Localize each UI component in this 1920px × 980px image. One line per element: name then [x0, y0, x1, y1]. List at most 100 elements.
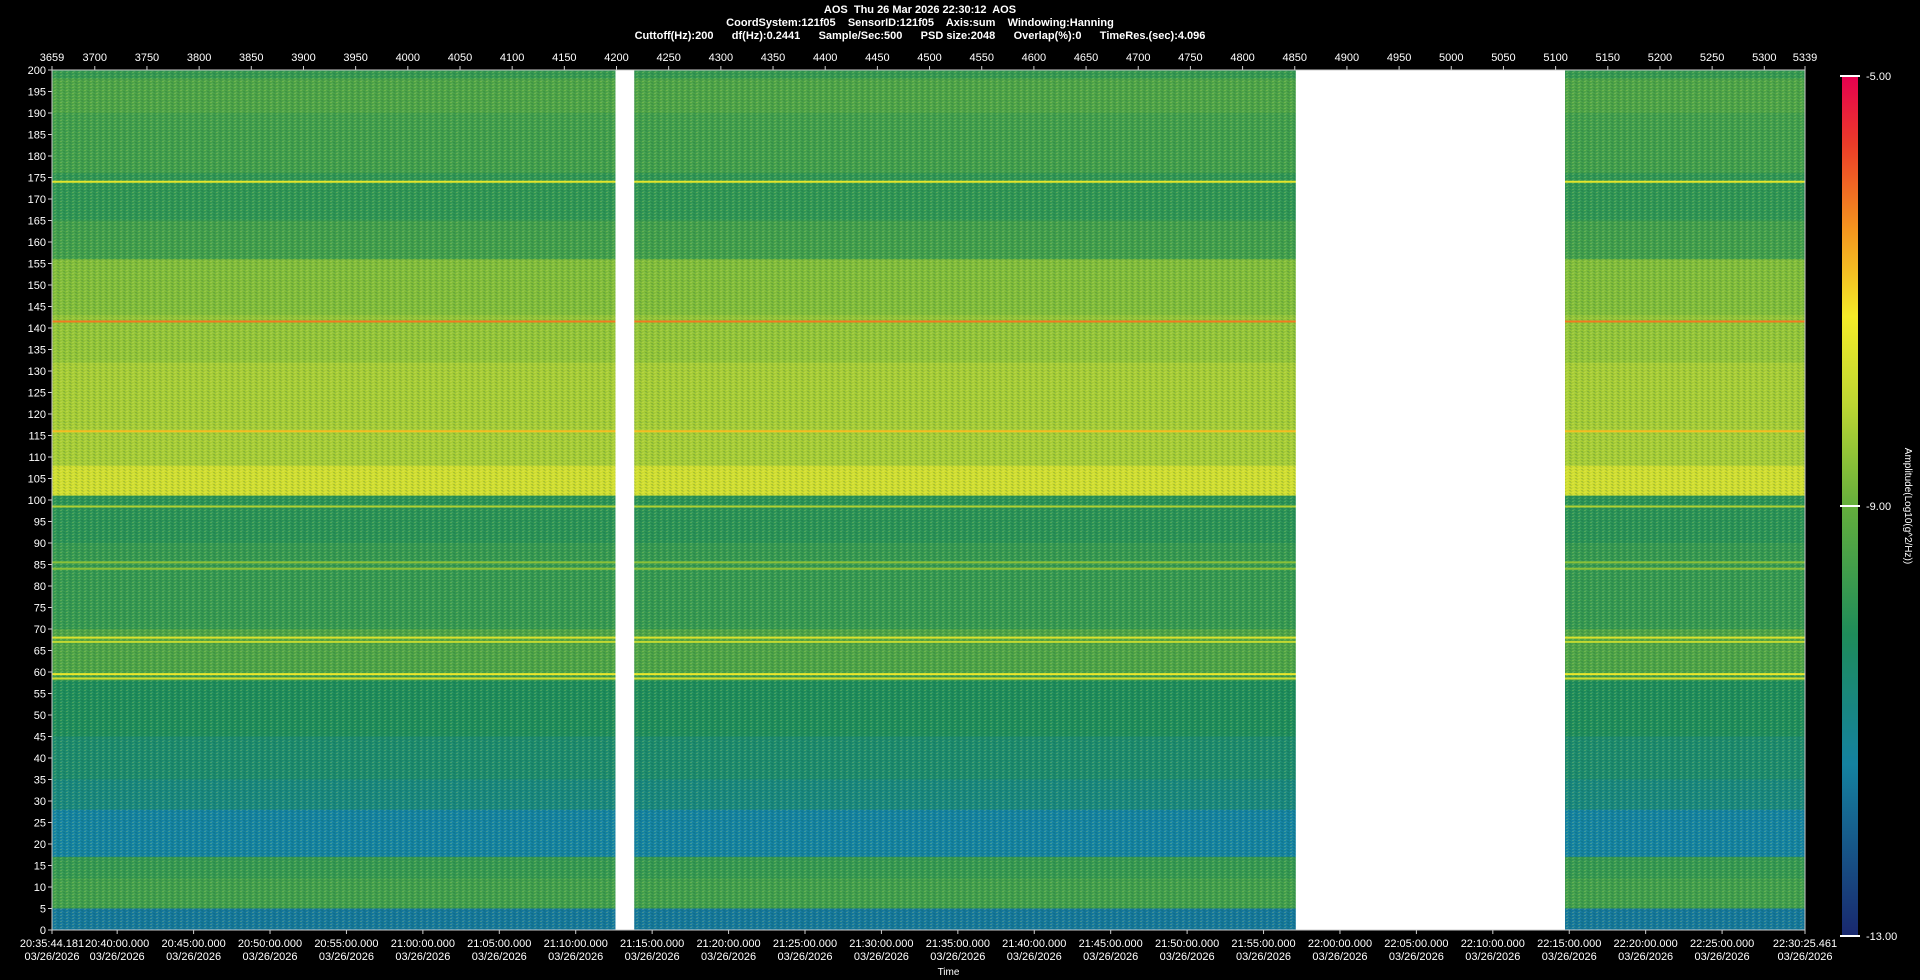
top-tick-label-14: 4350: [761, 52, 785, 64]
x-tick-date-22: 03/26/2026: [1695, 951, 1750, 963]
y-tick-label-20: 20: [34, 839, 46, 851]
x-tick-time-2: 20:45:00.000: [161, 938, 225, 950]
y-tick-label-125: 125: [28, 388, 46, 400]
x-tick-date-20: 03/26/2026: [1542, 951, 1597, 963]
top-tick-label-33: 5300: [1752, 52, 1776, 64]
top-tick-label-13: 4300: [709, 52, 733, 64]
x-tick-time-21: 22:20:00.000: [1614, 938, 1678, 950]
y-tick-label-50: 50: [34, 710, 46, 722]
y-tick-label-75: 75: [34, 603, 46, 615]
x-tick-time-19: 22:10:00.000: [1461, 938, 1525, 950]
colorbar-tick-label-1: -9.00: [1866, 501, 1891, 513]
x-tick-time-16: 21:55:00.000: [1231, 938, 1295, 950]
x-tick-time-11: 21:30:00.000: [849, 938, 913, 950]
y-tick-label-65: 65: [34, 646, 46, 658]
x-tick-date-0: 03/26/2026: [24, 951, 79, 963]
top-tick-label-9: 4100: [500, 52, 524, 64]
top-tick-label-12: 4250: [656, 52, 680, 64]
x-tick-date-7: 03/26/2026: [548, 951, 603, 963]
y-tick-label-95: 95: [34, 517, 46, 529]
top-tick-label-2: 3750: [135, 52, 159, 64]
y-tick-label-200: 200: [28, 65, 46, 77]
top-tick-label-16: 4450: [865, 52, 889, 64]
x-tick-time-8: 21:15:00.000: [620, 938, 684, 950]
x-tick-date-3: 03/26/2026: [242, 951, 297, 963]
x-tick-date-10: 03/26/2026: [777, 951, 832, 963]
top-tick-label-18: 4550: [969, 52, 993, 64]
y-tick-label-155: 155: [28, 259, 46, 271]
x-tick-date-23: 03/26/2026: [1777, 951, 1832, 963]
top-tick-label-19: 4600: [1022, 52, 1046, 64]
y-tick-label-15: 15: [34, 861, 46, 873]
x-tick-date-1: 03/26/2026: [90, 951, 145, 963]
y-tick-label-5: 5: [40, 904, 46, 916]
x-tick-time-14: 21:45:00.000: [1079, 938, 1143, 950]
x-tick-date-16: 03/26/2026: [1236, 951, 1291, 963]
top-tick-label-21: 4700: [1126, 52, 1150, 64]
y-tick-label-185: 185: [28, 130, 46, 142]
y-tick-label-195: 195: [28, 87, 46, 99]
y-tick-label-40: 40: [34, 753, 46, 765]
top-tick-label-0: 3659: [40, 52, 64, 64]
x-tick-time-10: 21:25:00.000: [773, 938, 837, 950]
y-tick-label-35: 35: [34, 775, 46, 787]
y-tick-label-45: 45: [34, 732, 46, 744]
x-tick-time-1: 20:40:00.000: [85, 938, 149, 950]
top-tick-label-8: 4050: [448, 52, 472, 64]
y-tick-label-130: 130: [28, 366, 46, 378]
y-tick-label-0: 0: [40, 925, 46, 937]
x-tick-time-20: 22:15:00.000: [1537, 938, 1601, 950]
chart-subtitle-settings: CoordSystem:121f05 SensorID:121f05 Axis:…: [726, 17, 1114, 29]
x-tick-date-4: 03/26/2026: [319, 951, 374, 963]
top-tick-label-30: 5150: [1596, 52, 1620, 64]
chart-subtitle-psd: Cuttoff(Hz):200 df(Hz):0.2441 Sample/Sec…: [634, 30, 1206, 42]
x-tick-date-14: 03/26/2026: [1083, 951, 1138, 963]
x-tick-time-4: 20:55:00.000: [314, 938, 378, 950]
x-tick-time-3: 20:50:00.000: [238, 938, 302, 950]
top-tick-label-15: 4400: [813, 52, 837, 64]
top-tick-label-20: 4650: [1074, 52, 1098, 64]
top-tick-label-11: 4200: [604, 52, 628, 64]
top-tick-label-32: 5250: [1700, 52, 1724, 64]
top-tick-label-7: 4000: [396, 52, 420, 64]
x-tick-date-19: 03/26/2026: [1465, 951, 1520, 963]
top-tick-label-22: 4750: [1178, 52, 1202, 64]
colorbar-label: Amplitude(Log10(g^2/Hz)): [1902, 448, 1913, 564]
x-axis-label: Time: [938, 967, 960, 978]
x-tick-date-21: 03/26/2026: [1618, 951, 1673, 963]
top-tick-label-27: 5000: [1439, 52, 1463, 64]
y-tick-label-10: 10: [34, 882, 46, 894]
x-tick-date-17: 03/26/2026: [1312, 951, 1367, 963]
x-tick-time-17: 22:00:00.000: [1308, 938, 1372, 950]
y-tick-label-165: 165: [28, 216, 46, 228]
y-tick-label-55: 55: [34, 689, 46, 701]
x-tick-time-7: 21:10:00.000: [544, 938, 608, 950]
x-tick-time-12: 21:35:00.000: [926, 938, 990, 950]
x-tick-time-15: 21:50:00.000: [1155, 938, 1219, 950]
x-tick-date-11: 03/26/2026: [854, 951, 909, 963]
y-tick-label-30: 30: [34, 796, 46, 808]
top-tick-label-23: 4800: [1230, 52, 1254, 64]
x-tick-date-6: 03/26/2026: [472, 951, 527, 963]
x-tick-time-23: 22:30:25.461: [1773, 938, 1837, 950]
x-tick-date-5: 03/26/2026: [395, 951, 450, 963]
y-tick-label-175: 175: [28, 173, 46, 185]
top-tick-label-34: 5339: [1793, 52, 1817, 64]
top-tick-label-26: 4950: [1387, 52, 1411, 64]
y-tick-label-150: 150: [28, 280, 46, 292]
y-tick-label-120: 120: [28, 409, 46, 421]
top-tick-label-29: 5100: [1543, 52, 1567, 64]
y-tick-label-80: 80: [34, 581, 46, 593]
y-tick-label-135: 135: [28, 345, 46, 357]
y-tick-label-85: 85: [34, 560, 46, 572]
x-tick-date-18: 03/26/2026: [1389, 951, 1444, 963]
y-tick-label-190: 190: [28, 108, 46, 120]
top-tick-label-5: 3900: [291, 52, 315, 64]
x-tick-date-9: 03/26/2026: [701, 951, 756, 963]
colorbar-tick-label-2: -13.00: [1866, 931, 1897, 943]
y-tick-label-140: 140: [28, 323, 46, 335]
top-tick-label-10: 4150: [552, 52, 576, 64]
y-tick-label-90: 90: [34, 538, 46, 550]
data-gap-0: [615, 70, 635, 930]
top-tick-label-1: 3700: [83, 52, 107, 64]
